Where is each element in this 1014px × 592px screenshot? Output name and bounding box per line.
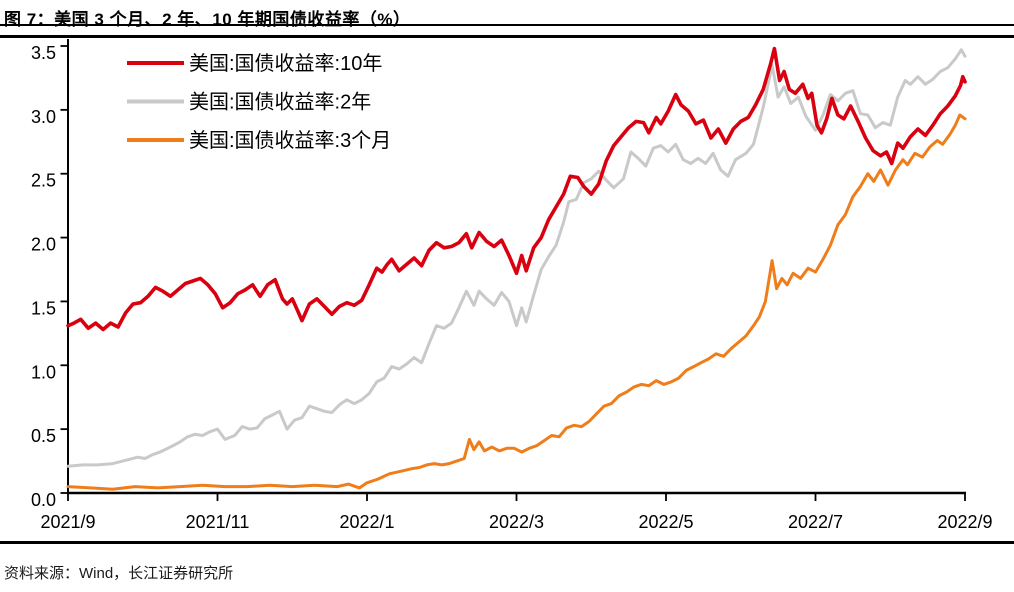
x-tick-label: 2021/11 [186,512,250,532]
y-tick-label: 1.5 [31,298,56,318]
x-tick-label: 2022/7 [788,512,843,532]
x-tick-label: 2022/1 [339,512,394,532]
bottom-divider [0,541,1014,544]
series-line-us2y [66,48,967,468]
source-note: 资料来源：Wind，长江证券研究所 [4,565,234,582]
y-tick-label: 3.5 [31,43,56,63]
y-tick-label: 1.0 [31,362,56,382]
x-tick-label: 2022/9 [937,512,992,532]
x-tick-label: 2021/9 [40,512,95,532]
y-tick-label: 2.5 [31,171,56,191]
x-tick-label: 2022/3 [489,512,544,532]
legend-label-us2y: 美国:国债收益率:2年 [189,91,371,114]
y-tick-label: 2.0 [31,235,56,255]
legend-label-us10y: 美国:国债收益率:10年 [189,52,382,75]
y-tick-label: 3.0 [31,107,56,127]
y-tick-label: 0.0 [31,490,56,510]
series-line-us3m [66,113,967,491]
series-line-us10y [66,46,967,332]
x-tick-label: 2022/5 [638,512,693,532]
y-tick-label: 0.5 [31,426,56,446]
header-divider [0,35,1014,38]
legend-label-us3m: 美国:国债收益率:3个月 [189,129,391,152]
title-underline [0,24,1014,26]
